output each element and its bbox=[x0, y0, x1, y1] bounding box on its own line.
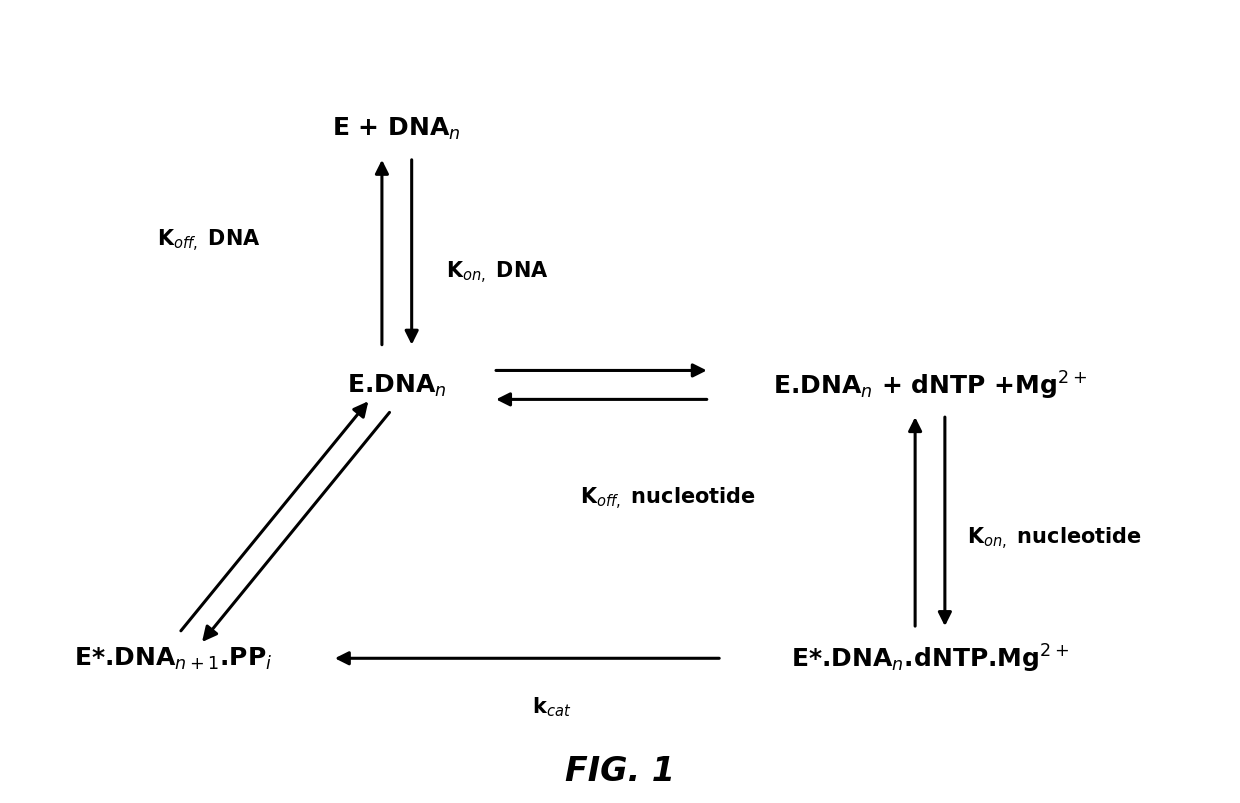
Text: FIG. 1: FIG. 1 bbox=[565, 754, 675, 788]
Text: E + DNA$_n$: E + DNA$_n$ bbox=[332, 116, 461, 141]
Text: K$_{off,}$ nucleotide: K$_{off,}$ nucleotide bbox=[580, 485, 756, 511]
Text: E.DNA$_n$ + dNTP +Mg$^{2+}$: E.DNA$_n$ + dNTP +Mg$^{2+}$ bbox=[773, 369, 1087, 402]
Text: E.DNA$_n$: E.DNA$_n$ bbox=[347, 373, 446, 398]
Text: E*.DNA$_n$.dNTP.Mg$^{2+}$: E*.DNA$_n$.dNTP.Mg$^{2+}$ bbox=[791, 642, 1069, 675]
Text: K$_{on,}$ DNA: K$_{on,}$ DNA bbox=[446, 260, 549, 286]
Text: E*.DNA$_{n+1}$.PP$_i$: E*.DNA$_{n+1}$.PP$_i$ bbox=[74, 646, 273, 671]
Text: K$_{off,}$ DNA: K$_{off,}$ DNA bbox=[156, 228, 260, 254]
Text: K$_{on,}$ nucleotide: K$_{on,}$ nucleotide bbox=[967, 525, 1142, 551]
Text: k$_{cat}$: k$_{cat}$ bbox=[532, 695, 572, 719]
